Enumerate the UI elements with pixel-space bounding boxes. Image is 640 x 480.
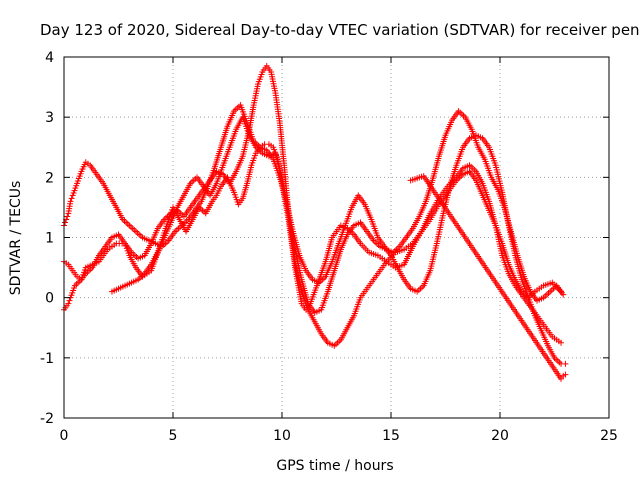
- x-tick-label: 0: [60, 428, 69, 444]
- series-markers: [407, 173, 569, 382]
- y-tick-label: -1: [40, 351, 54, 367]
- data-points: [61, 63, 569, 382]
- x-tick-label: 10: [273, 428, 291, 444]
- x-tick-label: 25: [600, 428, 618, 444]
- y-tick-label: -2: [40, 411, 54, 427]
- y-axis-label: SDTVAR / TECUs: [8, 181, 24, 296]
- x-tick-label: 15: [382, 428, 400, 444]
- series-sat-b: [61, 63, 565, 349]
- axis-ticks: 0 5 10 15 20 25 -2 -1 0 1 2 3 4: [40, 50, 618, 444]
- series-markers: [61, 102, 569, 367]
- y-tick-label: 3: [45, 110, 54, 126]
- grid-lines: [64, 57, 609, 418]
- series-sat-e: [407, 173, 569, 382]
- x-tick-label: 5: [169, 428, 178, 444]
- y-tick-label: 0: [45, 291, 54, 307]
- series-markers: [61, 63, 565, 349]
- y-tick-label: 1: [45, 231, 54, 247]
- y-tick-label: 2: [45, 170, 54, 186]
- series-markers: [108, 108, 567, 316]
- y-tick-label: 4: [45, 50, 54, 66]
- series-sat-d: [108, 108, 567, 316]
- x-tick-label: 20: [491, 428, 509, 444]
- x-axis-label: GPS time / hours: [276, 458, 393, 474]
- chart-title: Day 123 of 2020, Sidereal Day-to-day VTE…: [40, 21, 640, 39]
- series-sat-c: [61, 102, 569, 367]
